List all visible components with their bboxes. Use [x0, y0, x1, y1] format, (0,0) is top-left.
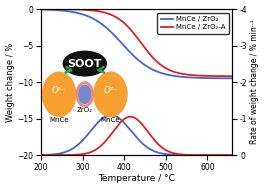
- Text: MnCe: MnCe: [49, 117, 69, 123]
- Legend: MnCe / ZrO₂, MnCe / ZrO₂-A: MnCe / ZrO₂, MnCe / ZrO₂-A: [157, 12, 229, 34]
- X-axis label: Temperature / °C: Temperature / °C: [98, 174, 175, 184]
- Text: SOOT: SOOT: [68, 59, 102, 69]
- Text: O²⁻: O²⁻: [103, 86, 118, 95]
- Ellipse shape: [43, 72, 76, 116]
- Text: ZrO₂: ZrO₂: [77, 107, 93, 113]
- Ellipse shape: [63, 51, 106, 76]
- Text: MnCe: MnCe: [101, 117, 120, 123]
- Ellipse shape: [79, 85, 91, 104]
- Text: O²⁻: O²⁻: [52, 86, 66, 95]
- Y-axis label: Rate of weight change / % min⁻¹: Rate of weight change / % min⁻¹: [250, 20, 259, 144]
- Ellipse shape: [94, 72, 127, 116]
- Y-axis label: Weight change / %: Weight change / %: [6, 42, 15, 122]
